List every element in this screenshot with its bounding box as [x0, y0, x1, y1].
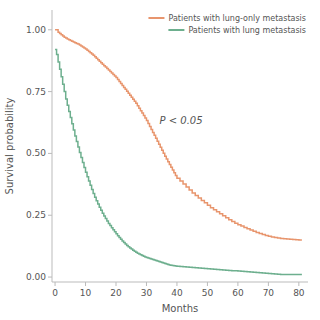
x-tick [116, 282, 117, 286]
x-tick-label: 70 [263, 288, 275, 298]
legend-swatch [148, 17, 164, 19]
x-tick [55, 282, 56, 286]
x-tick-label: 30 [141, 288, 153, 298]
y-tick [48, 215, 52, 216]
x-tick [237, 282, 238, 286]
legend-swatch [168, 29, 184, 31]
chart: 0 10 20 30 40 50 60 70 80 0.00 0.25 0.50 0.75 1.00 Mon… [0, 0, 320, 320]
y-tick [48, 91, 52, 92]
y-tick [48, 29, 52, 30]
y-tick-label: 1.00 [26, 25, 46, 35]
y-tick-label: 0.75 [26, 87, 46, 97]
x-axis-label: Months [162, 303, 199, 314]
x-tick-label: 0 [52, 288, 58, 298]
x-tick [298, 282, 299, 286]
legend-label: Patients with lung metastasis [188, 26, 306, 35]
annotation: P < 0.05 [160, 115, 203, 126]
legend-label: Patients with lung-only metastasis [168, 14, 306, 23]
x-tick [176, 282, 177, 286]
x-tick-label: 40 [171, 288, 183, 298]
x-tick-label: 20 [110, 288, 122, 298]
x-tick-label: 60 [232, 288, 244, 298]
x-axis-line [52, 282, 308, 283]
x-tick [146, 282, 147, 286]
y-axis-line [52, 10, 53, 282]
y-tick [48, 153, 52, 154]
y-tick [48, 277, 52, 278]
y-tick-label: 0.50 [26, 148, 46, 158]
y-tick-label: 0.25 [26, 210, 46, 220]
x-tick [207, 282, 208, 286]
x-tick [268, 282, 269, 286]
x-tick-label: 50 [202, 288, 214, 298]
x-tick [85, 282, 86, 286]
survival-curve [55, 30, 302, 240]
survival-curve [55, 50, 302, 275]
x-tick-label: 10 [80, 288, 92, 298]
legend: Patients with lung-only metastasis Patien… [148, 14, 306, 35]
x-tick-label: 80 [293, 288, 305, 298]
y-axis-label: Survival probability [4, 97, 15, 194]
y-tick-label: 0.00 [26, 272, 46, 282]
plot-area [55, 30, 302, 275]
